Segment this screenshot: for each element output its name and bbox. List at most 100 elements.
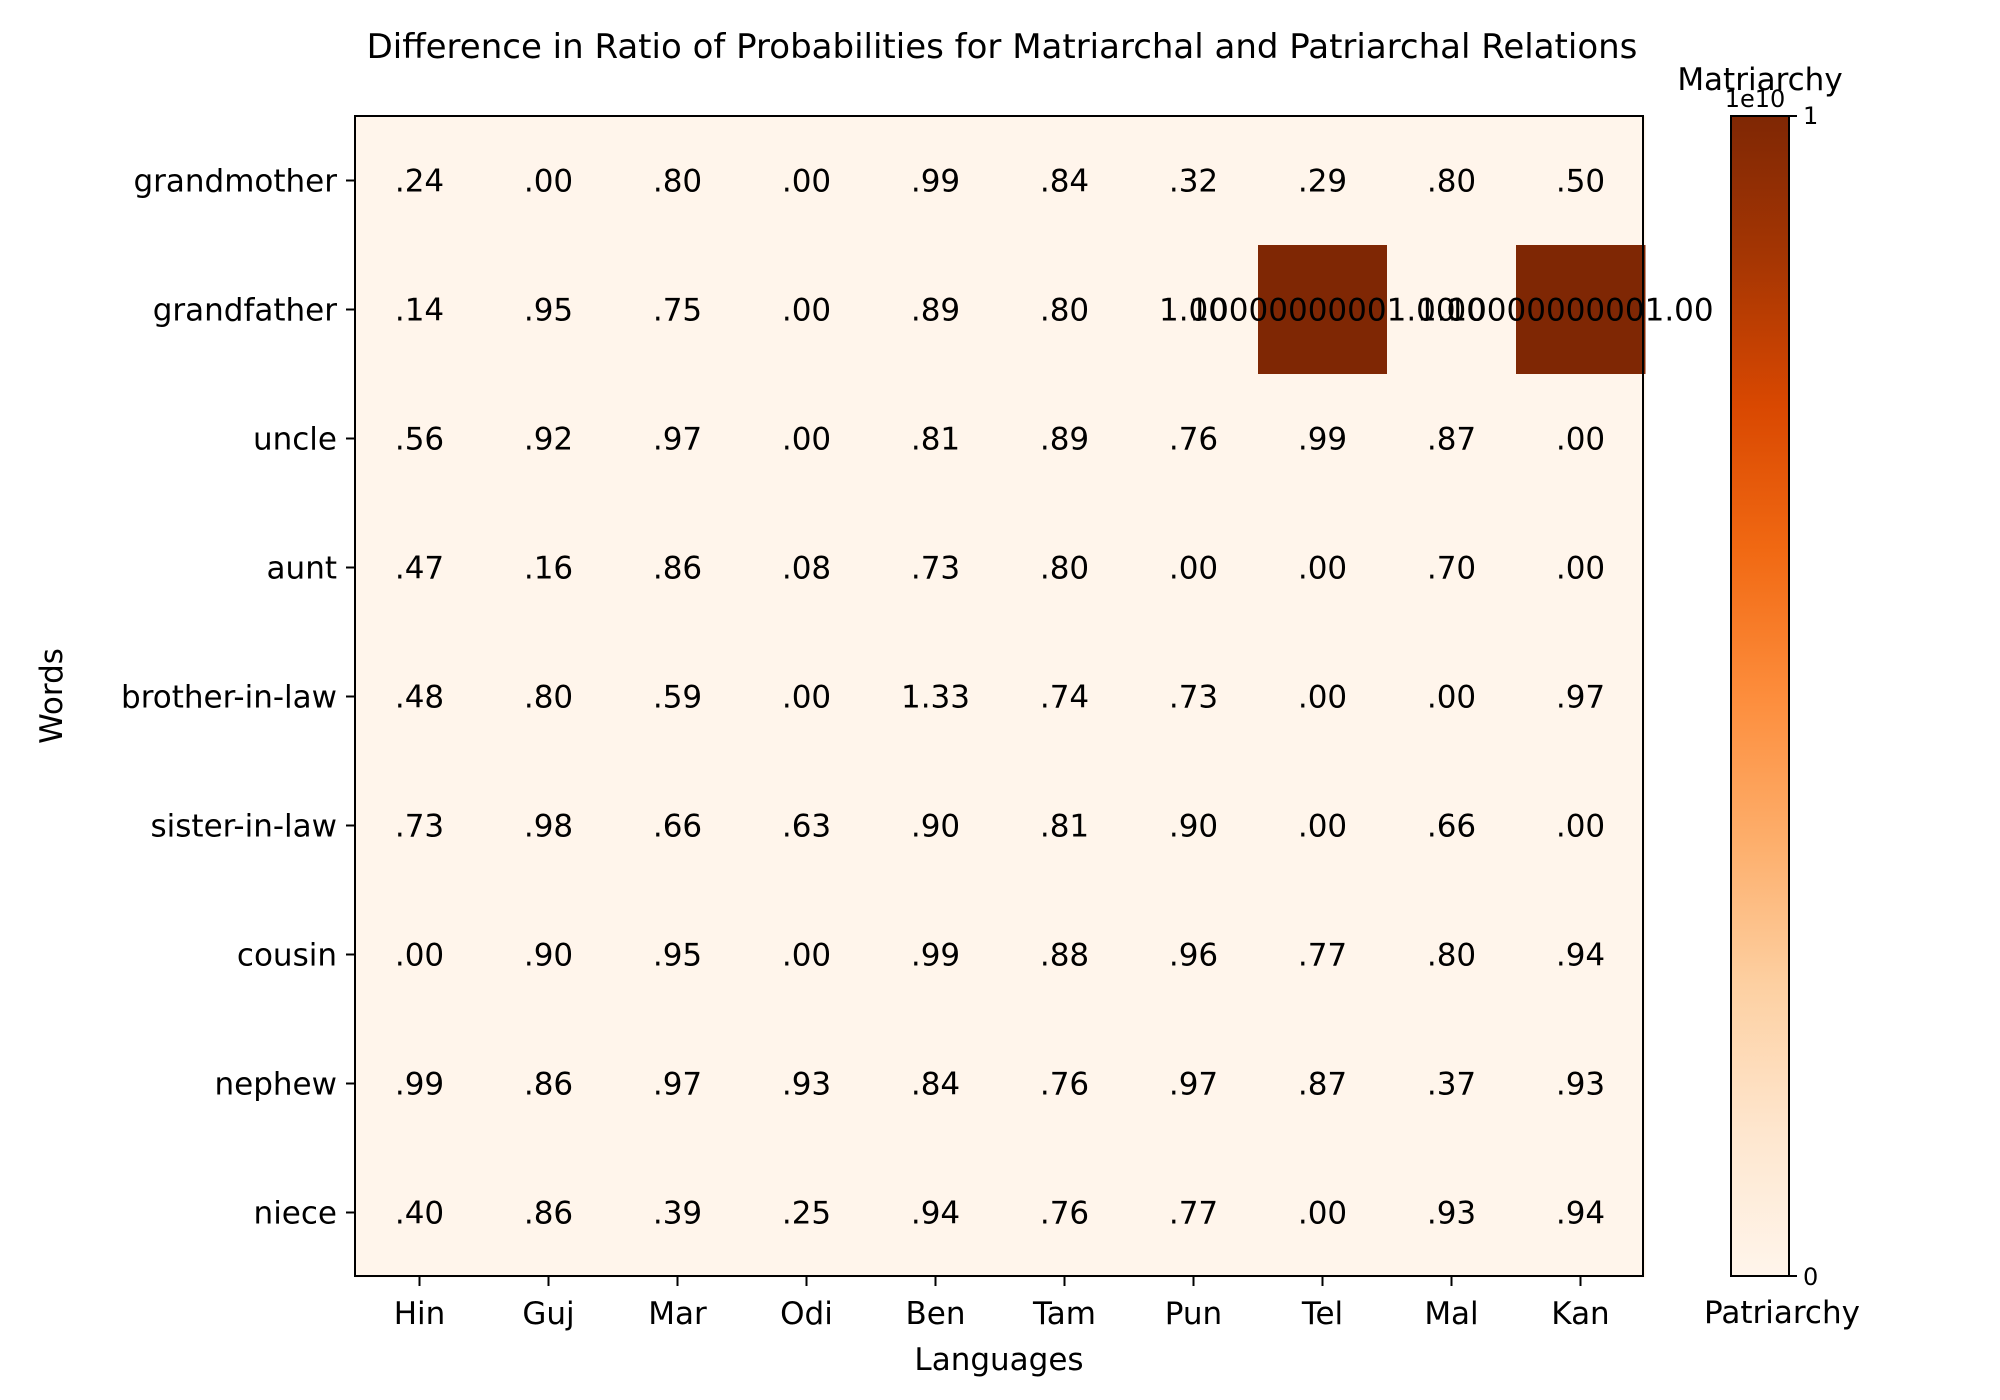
- cell-label: .89: [911, 293, 960, 329]
- heatmap-cell: [1000, 890, 1130, 1020]
- cell-label: .08: [782, 551, 831, 587]
- cell-label: .87: [1427, 422, 1476, 458]
- cell-label: .94: [911, 1196, 960, 1232]
- colorbar-tick-bottom: 0: [1803, 1263, 1818, 1291]
- heatmap-cell: [355, 1019, 485, 1149]
- heatmap-cell: [355, 116, 485, 246]
- cell-label: .84: [911, 1067, 960, 1103]
- heatmap-cell: [742, 1019, 872, 1149]
- cell-label: .76: [1169, 422, 1218, 458]
- y-tick-label: grandfather: [153, 293, 338, 329]
- chart-title: Difference in Ratio of Probabilities for…: [367, 27, 1638, 67]
- heatmap-cell: [613, 1148, 743, 1278]
- heatmap-cell: [613, 1019, 743, 1149]
- cell-label: .77: [1169, 1196, 1218, 1232]
- heatmap-cell: [1387, 632, 1517, 762]
- heatmap-cell: [1258, 503, 1388, 633]
- heatmap-cell: [1000, 374, 1130, 504]
- cell-label: .00: [1298, 680, 1347, 716]
- heatmap-cell: [1000, 1148, 1130, 1278]
- heatmap-cell: [1258, 890, 1388, 1020]
- x-tick-label: Hin: [394, 1296, 446, 1332]
- heatmap-cell: [871, 503, 1001, 633]
- cell-label: .00: [1298, 809, 1347, 845]
- heatmap-cell: [1129, 245, 1259, 375]
- cell-labels: .24 .00 .80 .00 .99 .84 .32 .29 .80 .50 .14 .95 .75.…: [395, 164, 1714, 1232]
- x-tick-label: Mar: [648, 1296, 707, 1332]
- heatmap-cell: [742, 632, 872, 762]
- heatmap-cell: [742, 245, 872, 375]
- cell-label: .00: [1427, 680, 1476, 716]
- y-tick-label: nephew: [215, 1067, 337, 1103]
- cell-label: .25: [782, 1196, 831, 1232]
- cell-label: .90: [911, 809, 960, 845]
- heatmap-cell: [871, 116, 1001, 246]
- heatmap-cell: [484, 632, 614, 762]
- heatmap-cell: [1129, 632, 1259, 762]
- heatmap-cell: [1516, 1148, 1646, 1278]
- heatmap-cell: [871, 632, 1001, 762]
- cell-label: 1.33: [901, 680, 970, 716]
- cell-label: .59: [653, 680, 702, 716]
- cell-label: .93: [1427, 1196, 1476, 1232]
- heatmap-cell: [1516, 1019, 1646, 1149]
- heatmap-cell: [613, 890, 743, 1020]
- cell-label: .95: [653, 938, 702, 974]
- cell-label: .80: [1040, 293, 1089, 329]
- heatmap-cell: [1129, 761, 1259, 891]
- cell-label: .97: [653, 422, 702, 458]
- heatmap-cell: [355, 245, 485, 375]
- y-tick-label: brother-in-law: [121, 680, 337, 716]
- heatmap-cell: [1000, 632, 1130, 762]
- cell-label: .80: [653, 164, 702, 200]
- x-axis-ticks: Hin Guj Mar Odi Ben Tam Pun Tel Mal Kan: [394, 1277, 1610, 1332]
- heatmap-cell: [484, 761, 614, 891]
- heatmap-cells: [355, 116, 1646, 1278]
- y-tick-label: aunt: [267, 551, 337, 587]
- heatmap-cell: [1516, 116, 1646, 246]
- cell-label: .66: [1427, 809, 1476, 845]
- cell-label: .00: [1298, 1196, 1347, 1232]
- cell-label: .14: [395, 293, 444, 329]
- heatmap-cell: [1000, 761, 1130, 891]
- heatmap-cell: [1387, 1148, 1517, 1278]
- y-tick-label: niece: [254, 1196, 337, 1232]
- heatmap-cell: [1258, 1019, 1388, 1149]
- x-tick-label: Mal: [1424, 1296, 1478, 1332]
- heatmap-cell: [1000, 245, 1130, 375]
- heatmap-cell: [871, 1019, 1001, 1149]
- heatmap-cell: [1258, 116, 1388, 246]
- cell-label: .80: [1040, 551, 1089, 587]
- cell-label: .73: [1169, 680, 1218, 716]
- heatmap-cell: [355, 374, 485, 504]
- cell-label: .77: [1298, 938, 1347, 974]
- cell-label: .00: [782, 293, 831, 329]
- heatmap-cell: [355, 503, 485, 633]
- heatmap-cell: [1516, 890, 1646, 1020]
- cell-label: .47: [395, 551, 444, 587]
- heatmap-cell: [742, 374, 872, 504]
- heatmap-cell: [355, 890, 485, 1020]
- x-tick-label: Pun: [1165, 1296, 1222, 1332]
- heatmap-cell: [1000, 503, 1130, 633]
- x-tick-label: Ben: [906, 1296, 966, 1332]
- heatmap-cell: [1258, 245, 1388, 375]
- cell-label: .80: [1427, 938, 1476, 974]
- cell-label: .00: [395, 938, 444, 974]
- cell-label: .74: [1040, 680, 1089, 716]
- heatmap-cell: [1387, 374, 1517, 504]
- cell-label: .37: [1427, 1067, 1476, 1103]
- heatmap-cell: [1516, 245, 1646, 375]
- cell-label: 10000000001.00: [1447, 293, 1713, 329]
- heatmap-cell: [613, 503, 743, 633]
- cell-label: .00: [782, 680, 831, 716]
- cell-label: .90: [524, 938, 573, 974]
- cell-label: .96: [1169, 938, 1218, 974]
- colorbar-gradient: [1730, 115, 1790, 1277]
- y-tick-label: sister-in-law: [151, 809, 338, 845]
- x-tick-label: Tam: [1032, 1296, 1096, 1332]
- colorbar: 1 0 1e10 Matriarchy Patriarchy: [1677, 62, 1860, 1331]
- cell-label: .63: [782, 809, 831, 845]
- cell-label: .73: [395, 809, 444, 845]
